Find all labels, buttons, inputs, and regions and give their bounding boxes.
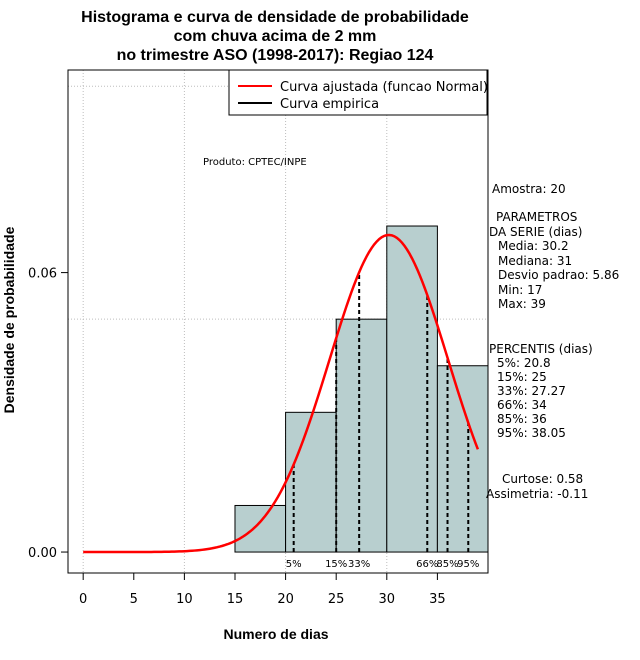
percentile-label: 15% xyxy=(325,559,347,570)
stat-p15: 15%: 25 xyxy=(497,370,547,384)
stat-desvio: Desvio padrao: 5.86 xyxy=(498,268,619,282)
x-tick-label: 35 xyxy=(429,592,446,607)
chart-title-line-3: no trimestre ASO (1998-2017): Regiao 124 xyxy=(117,47,434,64)
x-tick-label: 15 xyxy=(227,592,244,607)
legend-label-fitted: Curva ajustada (funcao Normal) xyxy=(280,80,488,95)
histogram-bar xyxy=(234,504,287,553)
fitted-normal-curve xyxy=(83,233,480,554)
histogram-bar xyxy=(436,365,489,553)
fitted-curve-group xyxy=(83,233,480,554)
y-tick-label: 0.06 xyxy=(28,267,57,282)
histogram-bar xyxy=(335,318,388,553)
histogram-bar xyxy=(386,225,438,553)
stat-p95: 95%: 38.05 xyxy=(497,426,566,440)
stat-param-title-1: PARAMETROS xyxy=(496,210,577,224)
x-tick-label: 20 xyxy=(277,592,294,607)
product-annotation: Produto: CPTEC/INPE xyxy=(203,157,307,168)
stat-max: Max: 39 xyxy=(498,297,546,311)
chart-title-line-2: com chuva acima de 2 mm xyxy=(174,28,377,45)
x-axis-label: Numero de dias xyxy=(223,626,328,642)
histogram-bar xyxy=(285,411,337,553)
percentile-labels: 5% 15% 33% 66%85%95% xyxy=(286,559,480,570)
legend-box xyxy=(228,69,488,116)
stat-assimetria: Assimetria: -0.11 xyxy=(486,487,588,501)
stat-min: Min: 17 xyxy=(498,283,542,297)
stat-curtose: Curtose: 0.58 xyxy=(502,472,583,486)
y-tick-label: 0.00 xyxy=(28,546,57,561)
stat-perc-title: PERCENTIS (dias) xyxy=(489,342,593,356)
y-axis: 0.00 0.06 xyxy=(28,267,69,561)
legend: Curva ajustada (funcao Normal) Curva emp… xyxy=(228,69,488,116)
stat-param-title-2: DA SERIE (dias) xyxy=(489,225,582,239)
percentile-label: 5% xyxy=(286,559,302,570)
x-tick-label: 25 xyxy=(328,592,345,607)
percentile-label: 95% xyxy=(457,559,479,570)
x-tick-label: 30 xyxy=(379,592,396,607)
x-tick-label: 10 xyxy=(176,592,193,607)
stats-panel: Amostra: 20 PARAMETROS DA SERIE (dias) M… xyxy=(486,182,619,501)
y-axis-label: Densidade de probabilidade xyxy=(1,226,17,413)
stat-media: Media: 30.2 xyxy=(498,239,569,253)
histogram-bars xyxy=(234,225,489,553)
x-tick-label: 5 xyxy=(130,592,138,607)
stat-p66: 66%: 34 xyxy=(497,398,547,412)
x-tick-label: 0 xyxy=(79,592,87,607)
percentile-label: 66% xyxy=(416,559,438,570)
percentile-label: 85% xyxy=(436,559,458,570)
percentile-lines xyxy=(292,272,470,553)
x-axis: 0 5 10 15 20 25 30 35 xyxy=(79,572,446,607)
stat-p5: 5%: 20.8 xyxy=(497,356,551,370)
stat-p85: 85%: 36 xyxy=(497,412,547,426)
stat-amostra: Amostra: 20 xyxy=(492,182,566,196)
stat-p33: 33%: 27.27 xyxy=(497,384,566,398)
chart-title-line-1: Histograma e curva de densidade de proba… xyxy=(81,9,469,26)
legend-label-empirical: Curva empirica xyxy=(280,97,379,112)
percentile-label: 33% xyxy=(348,559,370,570)
stat-mediana: Mediana: 31 xyxy=(498,254,572,268)
